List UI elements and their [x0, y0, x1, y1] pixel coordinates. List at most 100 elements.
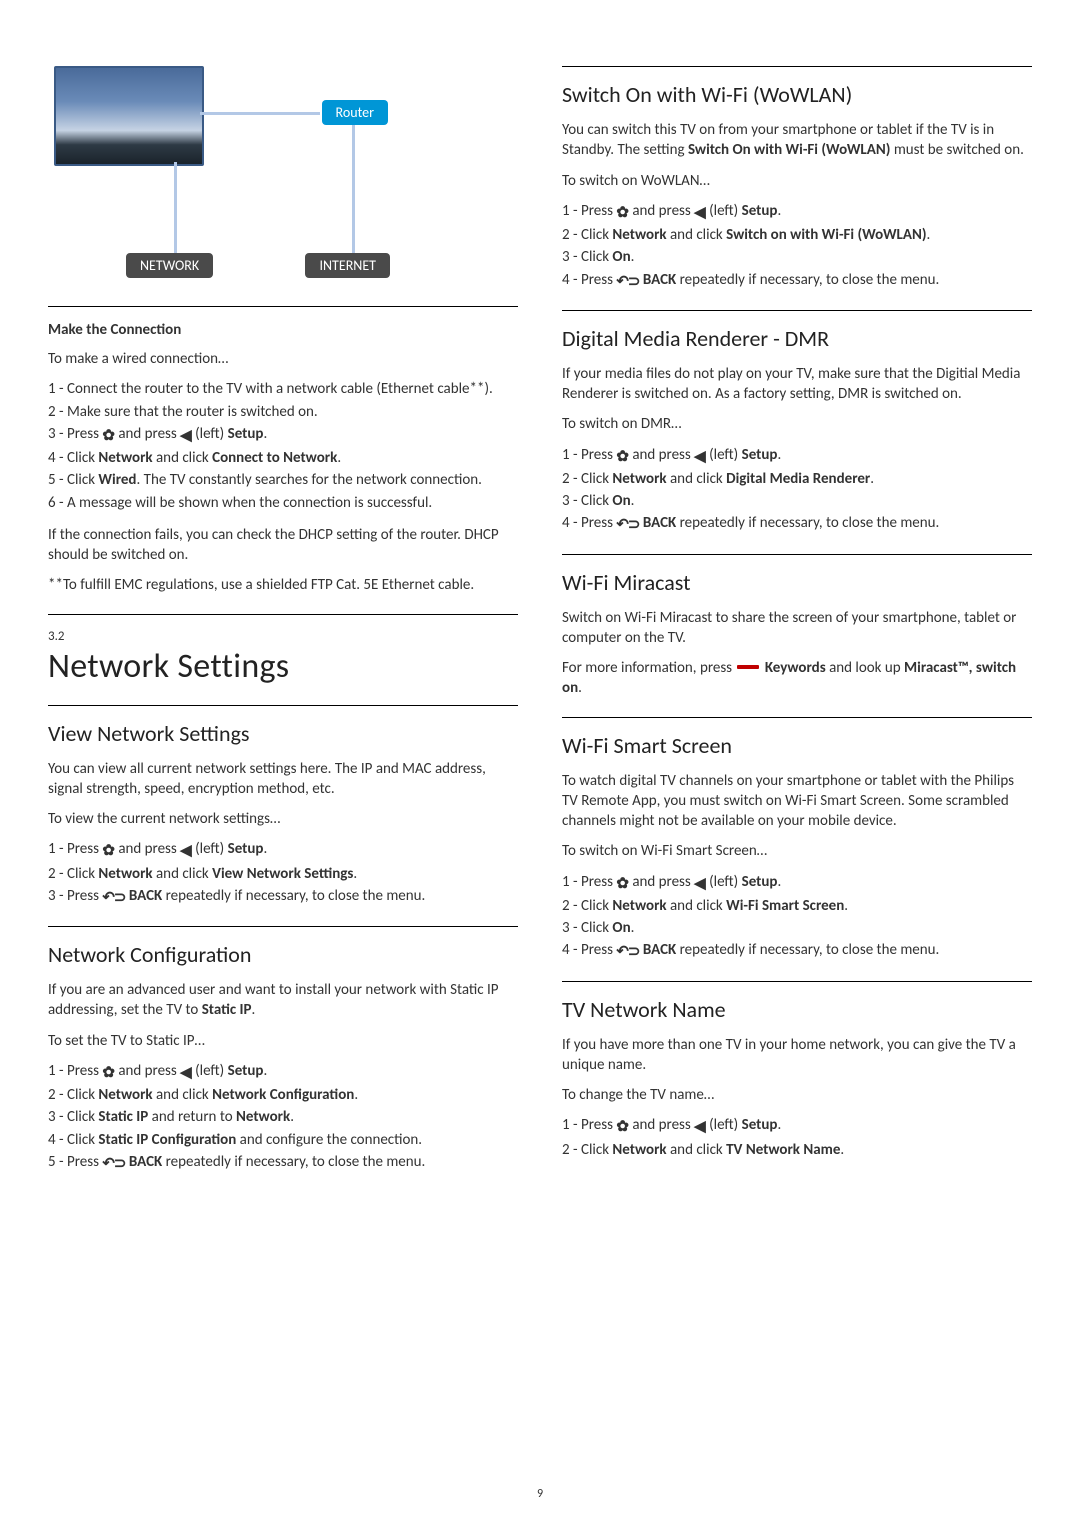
- gear-icon: ✿: [102, 1063, 115, 1083]
- paragraph: You can view all current network setting…: [48, 759, 518, 800]
- manual-page: Router NETWORK INTERNET Make the Connect…: [0, 0, 1080, 1226]
- wowlan-heading: Switch On with Wi-Fi (WoWLAN): [562, 81, 1032, 108]
- section-title: Network Settings: [48, 646, 518, 687]
- step: 2 - Click Network and click View Network…: [48, 864, 518, 884]
- steps: 1 - Connect the router to the TV with a …: [48, 379, 518, 513]
- steps: 1 - Press ✿ and press ◀ (left) Setup. 2 …: [562, 201, 1032, 292]
- divider: [562, 554, 1032, 555]
- divider: [48, 306, 518, 307]
- steps: 1 - Press ✿ and press ◀ (left) Setup. 2 …: [562, 872, 1032, 963]
- step: 4 - Press ↶⊃ BACK repeatedly if necessar…: [562, 513, 1032, 535]
- tvname-heading: TV Network Name: [562, 996, 1032, 1023]
- dmr-heading: Digital Media Renderer - DMR: [562, 325, 1032, 352]
- paragraph: If you have more than one TV in your hom…: [562, 1035, 1032, 1076]
- step: 2 - Click Network and click Wi-Fi Smart …: [562, 896, 1032, 916]
- step: 1 - Press ✿ and press ◀ (left) Setup.: [48, 1061, 518, 1083]
- paragraph: To make a wired connection…: [48, 349, 518, 369]
- divider: [562, 310, 1032, 311]
- left-icon: ◀: [180, 841, 192, 861]
- step: 1 - Press ✿ and press ◀ (left) Setup.: [48, 839, 518, 861]
- paragraph: Switch on Wi-Fi Miracast to share the sc…: [562, 608, 1032, 649]
- divider: [48, 614, 518, 615]
- left-icon: ◀: [180, 1063, 192, 1083]
- view-settings-heading: View Network Settings: [48, 720, 518, 747]
- page-number: 9: [0, 1487, 1080, 1501]
- paragraph: To view the current network settings…: [48, 809, 518, 829]
- step: 3 - Click On.: [562, 247, 1032, 267]
- gear-icon: ✿: [616, 203, 629, 223]
- divider: [562, 717, 1032, 718]
- color-key-icon: [737, 665, 759, 669]
- left-icon: ◀: [694, 1117, 706, 1137]
- network-diagram: Router NETWORK INTERNET: [54, 66, 394, 286]
- back-icon: ↶⊃: [616, 942, 639, 962]
- right-column: Switch On with Wi-Fi (WoWLAN) You can sw…: [562, 66, 1032, 1186]
- step: 3 - Click On.: [562, 918, 1032, 938]
- diagram-line: [200, 112, 320, 115]
- diagram-line: [352, 124, 355, 254]
- section-number: 3.2: [48, 629, 518, 644]
- gear-icon: ✿: [616, 874, 629, 894]
- step: 2 - Click Network and click Network Conf…: [48, 1085, 518, 1105]
- left-column: Router NETWORK INTERNET Make the Connect…: [48, 66, 518, 1186]
- step: 6 - A message will be shown when the con…: [48, 493, 518, 513]
- step: 4 - Click Network and click Connect to N…: [48, 448, 518, 468]
- make-connection-heading: Make the Connection: [48, 321, 518, 339]
- step: 3 - Click Static IP and return to Networ…: [48, 1107, 518, 1127]
- gear-icon: ✿: [616, 447, 629, 467]
- back-icon: ↶⊃: [102, 1154, 125, 1174]
- step: 1 - Press ✿ and press ◀ (left) Setup.: [562, 445, 1032, 467]
- steps: 1 - Press ✿ and press ◀ (left) Setup. 2 …: [48, 839, 518, 908]
- step: 1 - Connect the router to the TV with a …: [48, 379, 518, 399]
- divider: [562, 66, 1032, 67]
- step: 2 - Click Network and click TV Network N…: [562, 1140, 1032, 1160]
- step: 2 - Click Network and click Digital Medi…: [562, 469, 1032, 489]
- network-config-heading: Network Configuration: [48, 941, 518, 968]
- paragraph: You can switch this TV on from your smar…: [562, 120, 1032, 161]
- gear-icon: ✿: [616, 1117, 629, 1137]
- step: 5 - Press ↶⊃ BACK repeatedly if necessar…: [48, 1152, 518, 1174]
- left-icon: ◀: [180, 426, 192, 446]
- step: 4 - Click Static IP Configuration and co…: [48, 1130, 518, 1150]
- step: 3 - Press ✿ and press ◀ (left) Setup.: [48, 424, 518, 446]
- back-icon: ↶⊃: [616, 515, 639, 535]
- miracast-heading: Wi-Fi Miracast: [562, 569, 1032, 596]
- diagram-line: [174, 162, 177, 254]
- left-icon: ◀: [694, 874, 706, 894]
- steps: 1 - Press ✿ and press ◀ (left) Setup. 2 …: [562, 1115, 1032, 1160]
- back-icon: ↶⊃: [102, 888, 125, 908]
- left-icon: ◀: [694, 447, 706, 467]
- step: 2 - Make sure that the router is switche…: [48, 402, 518, 422]
- paragraph: **To fulfill EMC regulations, use a shie…: [48, 575, 518, 595]
- step: 4 - Press ↶⊃ BACK repeatedly if necessar…: [562, 270, 1032, 292]
- step: 3 - Click On.: [562, 491, 1032, 511]
- paragraph: To switch on Wi-Fi Smart Screen…: [562, 841, 1032, 861]
- gear-icon: ✿: [102, 841, 115, 861]
- paragraph: If you are an advanced user and want to …: [48, 980, 518, 1021]
- step: 3 - Press ↶⊃ BACK repeatedly if necessar…: [48, 886, 518, 908]
- paragraph: To change the TV name…: [562, 1085, 1032, 1105]
- gear-icon: ✿: [102, 426, 115, 446]
- paragraph: If the connection fails, you can check t…: [48, 525, 518, 566]
- paragraph: To watch digital TV channels on your sma…: [562, 771, 1032, 832]
- step: 2 - Click Network and click Switch on wi…: [562, 225, 1032, 245]
- divider: [562, 981, 1032, 982]
- divider: [48, 926, 518, 927]
- router-box: Router: [322, 100, 388, 125]
- step: 1 - Press ✿ and press ◀ (left) Setup.: [562, 872, 1032, 894]
- paragraph: For more information, press Keywords and…: [562, 658, 1032, 699]
- steps: 1 - Press ✿ and press ◀ (left) Setup. 2 …: [562, 445, 1032, 536]
- divider: [48, 705, 518, 706]
- smart-heading: Wi-Fi Smart Screen: [562, 732, 1032, 759]
- paragraph: To set the TV to Static IP…: [48, 1031, 518, 1051]
- step: 5 - Click Wired. The TV constantly searc…: [48, 470, 518, 490]
- internet-box: INTERNET: [305, 253, 390, 278]
- network-box: NETWORK: [126, 253, 213, 278]
- steps: 1 - Press ✿ and press ◀ (left) Setup. 2 …: [48, 1061, 518, 1174]
- left-icon: ◀: [694, 203, 706, 223]
- paragraph: To switch on WoWLAN…: [562, 171, 1032, 191]
- step: 4 - Press ↶⊃ BACK repeatedly if necessar…: [562, 940, 1032, 962]
- step: 1 - Press ✿ and press ◀ (left) Setup.: [562, 201, 1032, 223]
- step: 1 - Press ✿ and press ◀ (left) Setup.: [562, 1115, 1032, 1137]
- paragraph: To switch on DMR…: [562, 414, 1032, 434]
